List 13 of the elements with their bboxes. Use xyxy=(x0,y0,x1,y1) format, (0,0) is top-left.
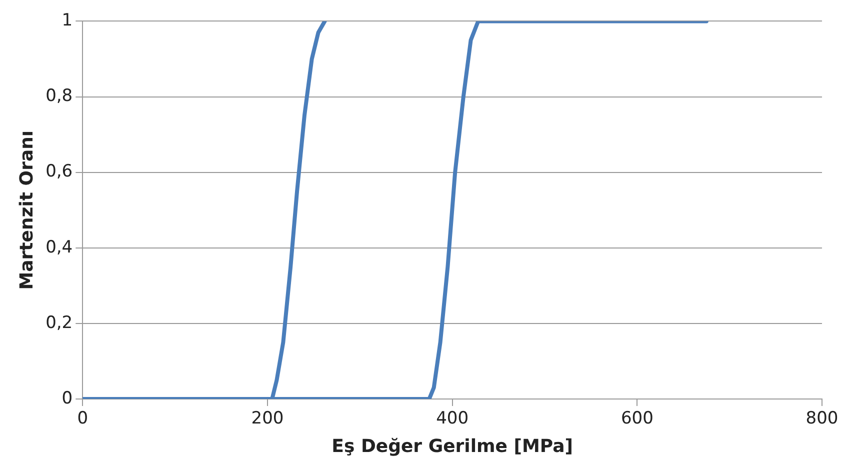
y-tick-label: 1 xyxy=(62,10,73,31)
y-tick-label: 0 xyxy=(62,388,73,408)
x-tick-label: 0 xyxy=(77,408,88,429)
y-tick-label: 0,8 xyxy=(46,86,73,106)
x-axis-title: Eş Değer Gerilme [MPa] xyxy=(332,436,573,457)
y-axis-title: Martenzit Oranı xyxy=(16,130,38,290)
y-tick-label: 0,2 xyxy=(46,312,73,333)
x-tick-label: 600 xyxy=(620,408,654,429)
x-tick-label: 800 xyxy=(806,408,838,429)
x-tick-label: 400 xyxy=(436,408,469,429)
y-tick-label: 0,4 xyxy=(46,237,73,258)
x-tick-label: 200 xyxy=(251,408,284,429)
y-tick-label: 0,6 xyxy=(46,162,73,182)
